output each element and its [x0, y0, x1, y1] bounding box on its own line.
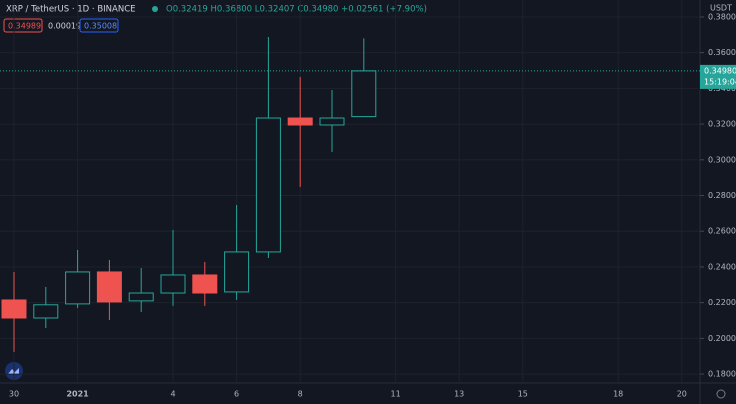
- settings-icon[interactable]: [716, 389, 726, 399]
- x-tick-label: 20: [677, 390, 687, 399]
- last-price-box: [700, 64, 736, 89]
- currency-label: USDT: [710, 4, 732, 13]
- candle-body: [160, 274, 186, 294]
- candle-body: [351, 70, 377, 118]
- candle-body: [1, 299, 27, 319]
- x-tick-label: 6: [234, 390, 239, 399]
- y-tick-label: 0.38000: [708, 12, 736, 21]
- x-tick-label: 18: [613, 390, 623, 399]
- ask-box: [79, 18, 119, 33]
- x-tick-label: 11: [391, 390, 401, 399]
- x-tick-label: 8: [298, 390, 303, 399]
- candle-body: [192, 274, 218, 294]
- candle-body: [96, 271, 122, 303]
- x-tick-label: 13: [454, 390, 464, 399]
- spread: 0.00019: [48, 22, 81, 31]
- candle-body: [224, 251, 250, 293]
- candle-body: [319, 117, 345, 126]
- candle-body: [33, 304, 59, 319]
- bid-price: 0.34989: [8, 22, 41, 31]
- bid-box: [3, 18, 43, 33]
- status-dot: [152, 6, 158, 12]
- candle-body: [65, 271, 91, 305]
- x-tick-label: 15: [518, 390, 528, 399]
- candle-body: [287, 117, 313, 126]
- ask-price: 0.35008: [84, 22, 117, 31]
- candle-body: [128, 292, 154, 302]
- ohlc-legend: O0.32419 H0.36800 L0.32407 C0.34980 +0.0…: [166, 5, 427, 15]
- x-tick-label: 4: [170, 390, 175, 399]
- x-tick-label: 2021: [66, 390, 89, 399]
- chart-title: XRP / TetherUS · 1D · BINANCE: [6, 5, 136, 15]
- x-tick-label: 30: [9, 390, 19, 399]
- candle-body: [255, 117, 281, 253]
- countdown: 15:19:04: [704, 77, 736, 86]
- last-price-label: 0.34980: [704, 66, 736, 75]
